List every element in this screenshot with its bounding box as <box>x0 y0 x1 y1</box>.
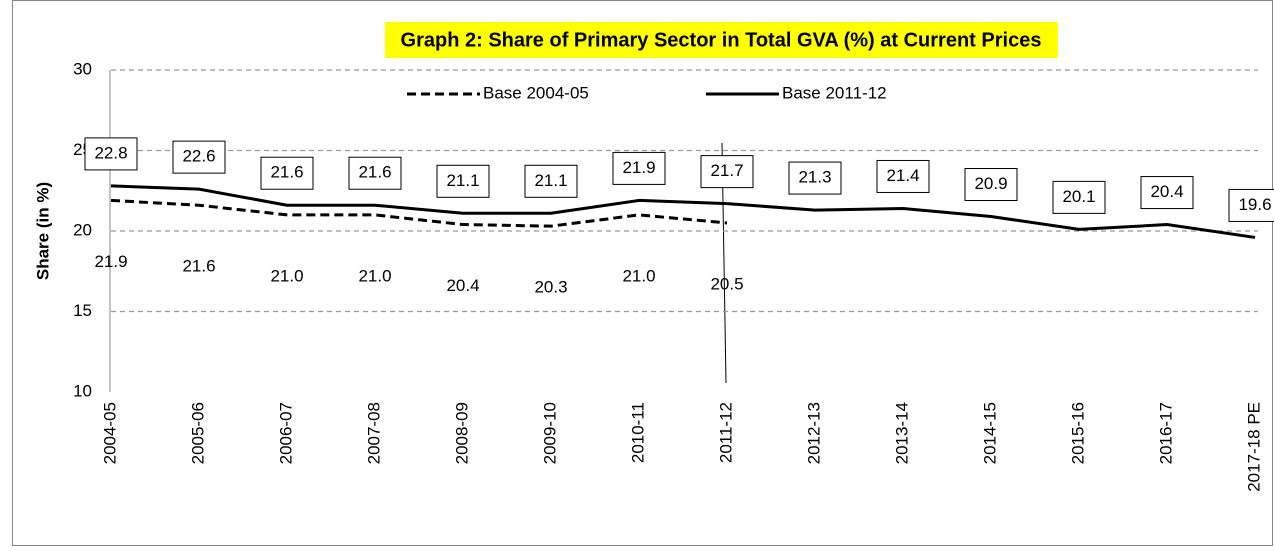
data-label: 19.6 <box>1238 195 1271 214</box>
data-label: 21.0 <box>270 266 303 285</box>
data-label: 20.9 <box>974 174 1007 193</box>
x-tick-label: 2007-08 <box>364 402 383 464</box>
data-label-box <box>84 137 138 171</box>
data-label-box <box>260 156 314 190</box>
data-label-box <box>964 168 1018 202</box>
data-label-box <box>612 151 666 185</box>
title-background <box>385 22 1058 58</box>
data-label: 21.0 <box>358 266 391 285</box>
x-tick-label: 2005-06 <box>188 402 207 464</box>
data-label: 21.4 <box>886 166 919 185</box>
legend-label: Base 2011-12 <box>782 83 887 102</box>
data-label: 22.6 <box>182 147 215 166</box>
data-label-box <box>524 164 578 198</box>
data-label: 21.6 <box>182 257 215 276</box>
y-tick-label: 15 <box>73 301 92 320</box>
data-label-box <box>436 164 490 198</box>
data-label-box <box>1140 176 1194 210</box>
chart-title: Graph 2: Share of Primary Sector in Tota… <box>401 29 1042 51</box>
data-label: 21.6 <box>270 163 303 182</box>
legend-label: Base 2004-05 <box>483 83 589 102</box>
y-tick-label: 30 <box>73 59 92 78</box>
x-tick-label: 2014-15 <box>980 402 999 464</box>
chart-border <box>12 0 1273 546</box>
data-label-box <box>700 155 754 189</box>
x-tick-label: 2011-12 <box>716 402 735 463</box>
data-label-box <box>1228 188 1274 222</box>
y-axis-label: Share (in %) <box>33 182 52 280</box>
data-label: 21.1 <box>534 171 567 190</box>
data-label: 20.3 <box>534 278 567 297</box>
data-label: 21.9 <box>94 252 127 271</box>
x-tick-label: 2010-11 <box>628 402 647 463</box>
data-label: 22.8 <box>94 143 127 162</box>
series-line <box>110 198 728 228</box>
data-label: 20.4 <box>1150 182 1183 201</box>
data-label: 20.5 <box>710 274 743 293</box>
data-label: 21.0 <box>622 266 655 285</box>
data-label: 20.4 <box>446 276 479 295</box>
y-tick-label: 10 <box>73 381 92 400</box>
series-line <box>110 184 1256 239</box>
data-label: 21.3 <box>798 168 831 187</box>
data-label: 20.1 <box>1062 187 1095 206</box>
x-tick-label: 2016-17 <box>1156 402 1175 464</box>
data-label-box <box>348 156 402 190</box>
x-tick-label: 2006-07 <box>276 402 295 464</box>
x-tick-label: 2013-14 <box>892 402 911 464</box>
data-label: 21.9 <box>622 158 655 177</box>
x-tick-label: 2012-13 <box>804 402 823 464</box>
x-tick-label: 2009-10 <box>540 402 559 464</box>
y-tick-label: 20 <box>73 220 92 239</box>
data-label-box <box>172 140 226 174</box>
data-label-box <box>1052 180 1106 214</box>
data-label-box <box>788 161 842 195</box>
data-label-box <box>876 159 930 193</box>
x-tick-label: 2017-18 PE <box>1244 402 1263 492</box>
data-label: 21.6 <box>358 163 391 182</box>
x-tick-label: 2015-16 <box>1068 402 1087 464</box>
data-label: 21.7 <box>710 161 743 180</box>
x-tick-label: 2004-05 <box>100 402 119 464</box>
data-label: 21.1 <box>446 171 479 190</box>
x-tick-label: 2008-09 <box>452 402 471 464</box>
